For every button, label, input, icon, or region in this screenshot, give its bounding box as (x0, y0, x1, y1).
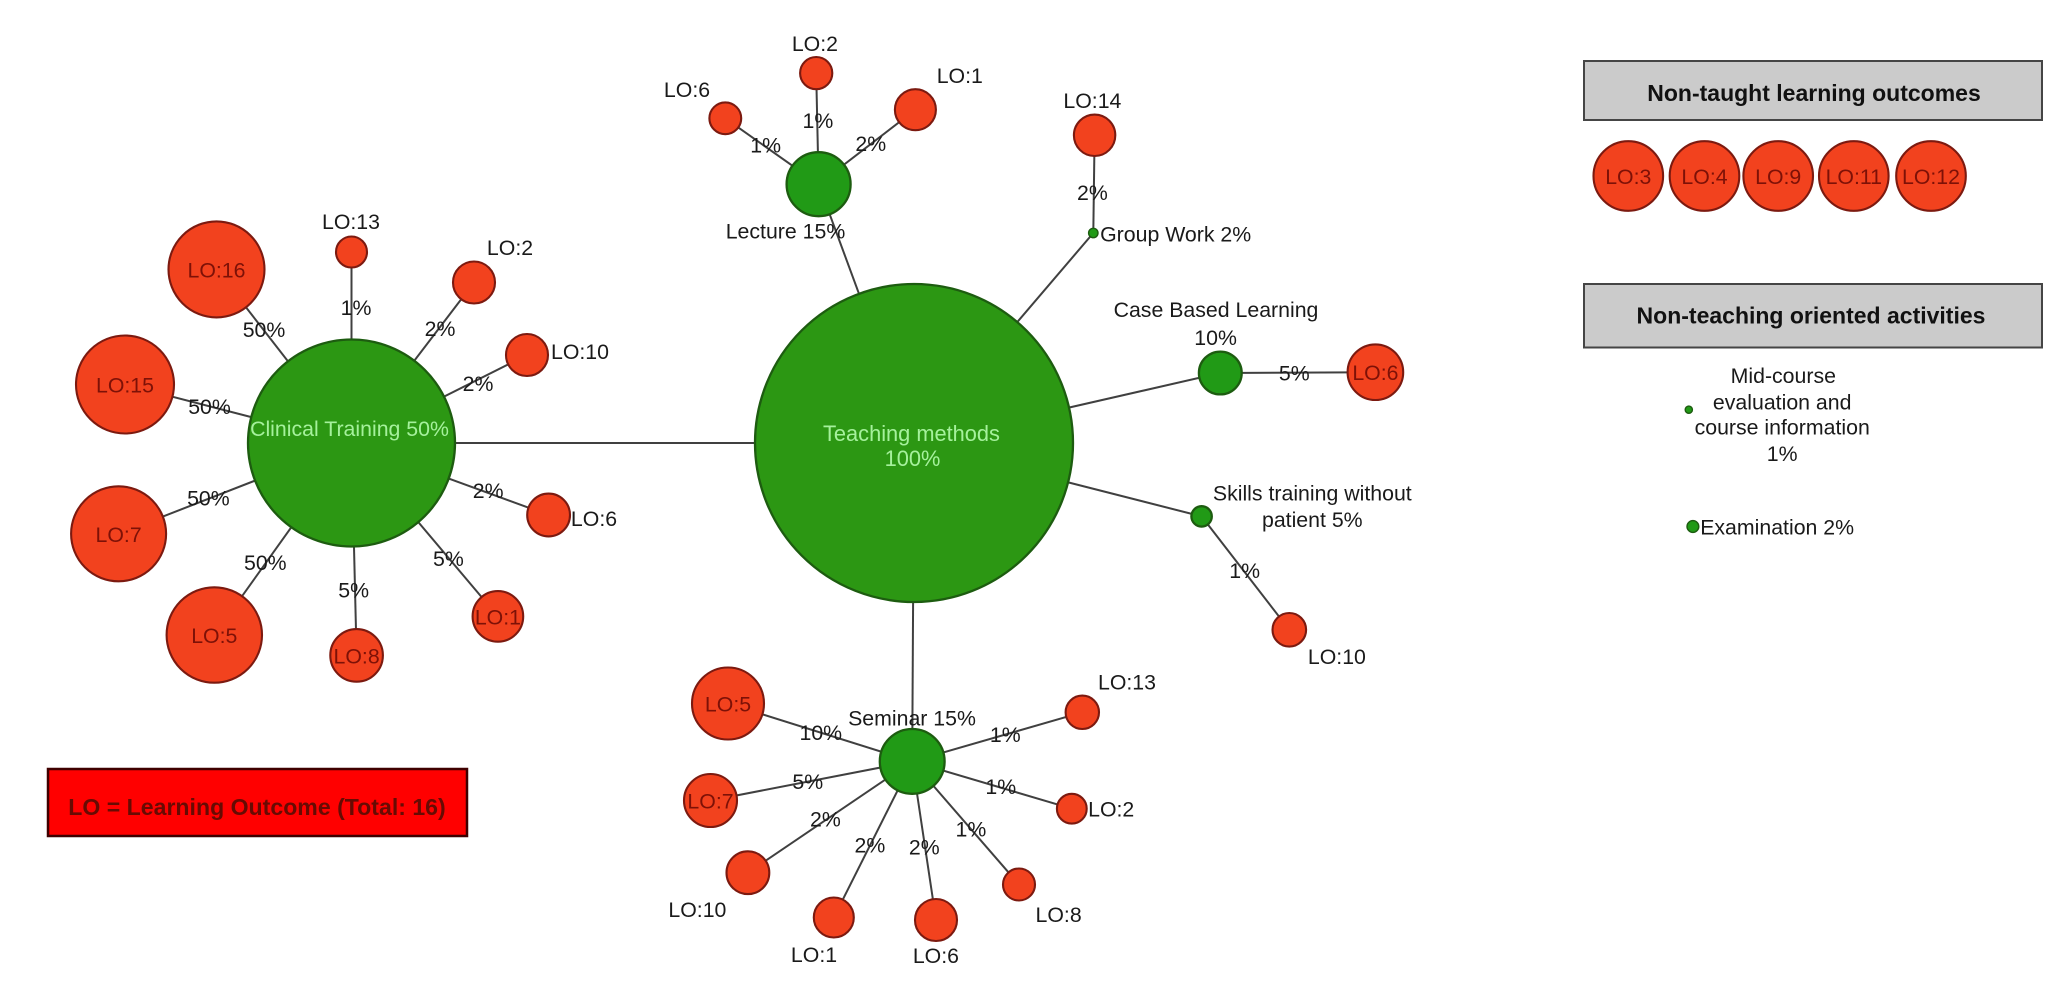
svg-text:LO = Learning Outcome (Total:: LO = Learning Outcome (Total: 16) (68, 794, 445, 820)
svg-text:LO:13: LO:13 (1098, 670, 1156, 694)
svg-text:LO:16: LO:16 (187, 258, 245, 282)
svg-text:5%: 5% (433, 547, 464, 571)
svg-text:LO:15: LO:15 (96, 374, 154, 398)
svg-text:100%: 100% (885, 446, 941, 471)
svg-text:Clinical Training 50%: Clinical Training 50% (250, 417, 449, 441)
svg-text:LO:7: LO:7 (96, 523, 142, 547)
svg-text:1%: 1% (750, 134, 781, 158)
svg-text:LO:6: LO:6 (664, 78, 710, 102)
svg-text:2%: 2% (909, 836, 940, 860)
svg-text:Non-teaching oriented activiti: Non-teaching oriented activities (1637, 302, 1986, 328)
svg-text:LO:6: LO:6 (1352, 361, 1398, 385)
svg-text:LO:2: LO:2 (1088, 798, 1134, 822)
svg-text:course information: course information (1695, 415, 1870, 439)
svg-text:50%: 50% (188, 395, 231, 419)
svg-text:LO:1: LO:1 (475, 605, 521, 629)
svg-text:LO:7: LO:7 (687, 790, 733, 814)
svg-text:5%: 5% (792, 770, 823, 794)
svg-text:50%: 50% (187, 486, 230, 510)
svg-text:LO:10: LO:10 (668, 898, 726, 922)
svg-text:LO:1: LO:1 (937, 64, 983, 88)
svg-text:LO:13: LO:13 (322, 210, 380, 234)
svg-text:LO:6: LO:6 (571, 507, 617, 531)
svg-text:2%: 2% (810, 807, 841, 831)
svg-text:50%: 50% (243, 318, 286, 342)
svg-text:Seminar 15%: Seminar 15% (848, 706, 976, 730)
svg-text:evaluation and: evaluation and (1713, 390, 1852, 414)
svg-text:2%: 2% (463, 372, 494, 396)
svg-text:Teaching methods: Teaching methods (823, 421, 1000, 446)
svg-text:Lecture 15%: Lecture 15% (726, 220, 846, 244)
svg-text:LO:14: LO:14 (1063, 89, 1121, 113)
svg-text:LO:10: LO:10 (1308, 645, 1366, 669)
svg-text:LO:3: LO:3 (1605, 165, 1651, 189)
svg-text:LO:10: LO:10 (551, 340, 609, 364)
svg-text:1%: 1% (803, 109, 834, 133)
svg-text:2%: 2% (473, 479, 504, 503)
svg-text:2%: 2% (1077, 181, 1108, 205)
svg-text:1%: 1% (1767, 442, 1798, 466)
svg-text:patient 5%: patient 5% (1262, 508, 1363, 532)
svg-text:LO:11: LO:11 (1826, 165, 1882, 189)
svg-text:5%: 5% (338, 578, 369, 602)
svg-text:1%: 1% (1229, 559, 1260, 583)
svg-text:50%: 50% (244, 551, 287, 575)
svg-text:Skills training without: Skills training without (1213, 481, 1412, 505)
svg-text:10%: 10% (1194, 326, 1237, 350)
svg-text:LO:5: LO:5 (705, 693, 751, 717)
svg-text:LO:8: LO:8 (1036, 903, 1082, 927)
svg-text:LO:8: LO:8 (334, 644, 380, 668)
svg-text:Mid-course: Mid-course (1731, 364, 1836, 388)
svg-text:5%: 5% (1279, 361, 1310, 385)
svg-text:LO:2: LO:2 (487, 236, 533, 260)
svg-text:1%: 1% (341, 296, 372, 320)
svg-text:LO:6: LO:6 (913, 944, 959, 968)
svg-text:1%: 1% (956, 818, 987, 842)
svg-text:2%: 2% (425, 317, 456, 341)
svg-text:Group Work 2%: Group Work 2% (1100, 222, 1251, 246)
svg-text:2%: 2% (855, 833, 886, 857)
svg-text:10%: 10% (799, 721, 842, 745)
svg-text:LO:4: LO:4 (1681, 165, 1727, 189)
svg-text:2%: 2% (855, 132, 886, 156)
svg-text:LO:1: LO:1 (791, 943, 837, 967)
svg-text:Case Based Learning: Case Based Learning (1114, 298, 1319, 322)
svg-text:Examination 2%: Examination 2% (1700, 515, 1854, 539)
svg-text:LO:5: LO:5 (191, 624, 237, 648)
svg-text:Non-taught learning outcomes: Non-taught learning outcomes (1647, 80, 1981, 106)
svg-text:1%: 1% (985, 775, 1016, 799)
svg-text:LO:2: LO:2 (792, 32, 838, 56)
svg-text:LO:9: LO:9 (1755, 165, 1801, 189)
svg-text:1%: 1% (990, 723, 1021, 747)
svg-text:LO:12: LO:12 (1902, 165, 1960, 189)
